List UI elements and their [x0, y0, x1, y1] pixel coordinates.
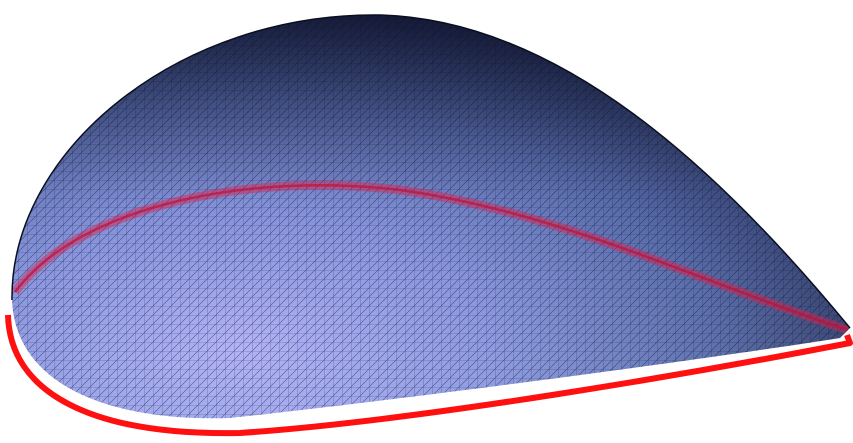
- boundary-curve: [5, 314, 853, 437]
- section-curve-core: [13, 184, 849, 332]
- silhouette: [11, 14, 851, 329]
